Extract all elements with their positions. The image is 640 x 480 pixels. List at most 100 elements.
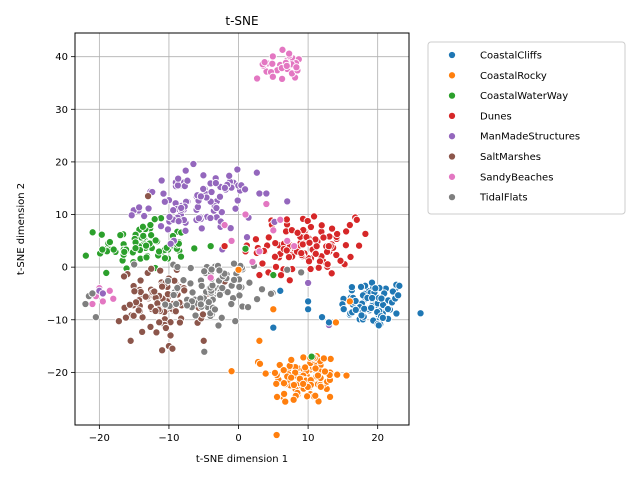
point-ManMadeStructures: [233, 165, 242, 174]
legend-label-CoastalCliffs: CoastalCliffs: [480, 51, 542, 62]
point-CoastalWaterWay: [142, 241, 151, 250]
point-SaltMarshes: [150, 287, 159, 296]
point-CoastalWaterWay: [120, 247, 129, 256]
point-ManMadeStructures: [166, 239, 175, 248]
x-axis-label: t-SNE dimension 1: [196, 454, 288, 465]
point-Dunes: [317, 221, 326, 230]
y-tick-label: 10: [55, 210, 68, 221]
point-SaltMarshes: [144, 192, 153, 201]
point-ManMadeStructures: [163, 225, 172, 234]
point-CoastalRocky: [331, 318, 340, 327]
point-ManMadeStructures: [233, 196, 242, 205]
point-ManMadeStructures: [262, 189, 271, 198]
point-Dunes: [314, 263, 323, 272]
point-ManMadeStructures: [207, 187, 216, 197]
point-TidalFlats: [243, 303, 253, 312]
point-SandyBeaches: [253, 74, 262, 83]
chart-title: t-SNE: [225, 14, 258, 28]
point-TidalFlats: [204, 298, 213, 307]
point-TidalFlats: [172, 299, 181, 308]
point-TidalFlats: [191, 311, 200, 320]
point-SandyBeaches: [268, 59, 277, 68]
point-CoastalRocky: [281, 397, 290, 406]
y-tick-label: 40: [55, 52, 68, 63]
point-TidalFlats: [130, 260, 139, 269]
point-SandyBeaches: [292, 63, 301, 72]
point-CoastalCliffs: [339, 305, 348, 314]
legend-marker-ManMadeStructures: [447, 132, 457, 141]
point-CoastalRocky: [289, 380, 298, 390]
point-SaltMarshes: [171, 307, 180, 316]
point-TidalFlats: [208, 281, 217, 290]
point-CoastalCliffs: [378, 313, 387, 322]
point-TidalFlats: [229, 275, 239, 284]
point-SaltMarshes: [138, 327, 147, 336]
point-SaltMarshes: [141, 292, 150, 301]
x-tick-label: 10: [302, 433, 315, 444]
legend-box: [427, 41, 626, 215]
point-Dunes: [293, 228, 302, 237]
point-SandyBeaches: [269, 226, 278, 235]
point-ManMadeStructures: [211, 179, 220, 188]
point-TidalFlats: [200, 267, 209, 276]
x-axis-ticks: −20 −10 0 10 20: [89, 425, 384, 444]
point-CoastalRocky: [311, 391, 320, 400]
point-CoastalCliffs: [276, 286, 285, 295]
point-CoastalWaterWay: [206, 242, 215, 251]
point-ManMadeStructures: [174, 217, 183, 226]
x-tick-label: −20: [89, 433, 110, 444]
point-ManMadeStructures: [194, 214, 203, 223]
point-ManMadeStructures: [98, 289, 107, 298]
point-CoastalCliffs: [394, 291, 403, 300]
point-SandyBeaches: [282, 61, 291, 70]
point-CoastalRocky: [279, 379, 289, 388]
point-Dunes: [255, 270, 264, 280]
point-TidalFlats: [297, 268, 306, 277]
point-ManMadeStructures: [140, 211, 149, 221]
point-SaltMarshes: [180, 286, 189, 295]
point-ManMadeStructures: [206, 213, 215, 223]
point-Dunes: [310, 212, 319, 221]
point-TidalFlats: [207, 265, 216, 274]
point-SaltMarshes: [158, 282, 167, 291]
point-Dunes: [352, 215, 361, 224]
point-CoastalRocky: [303, 392, 312, 401]
point-CoastalRocky: [345, 297, 354, 306]
y-tick-label: 20: [55, 157, 68, 168]
y-axis-label: t-SNE dimension 2: [16, 183, 27, 275]
point-SaltMarshes: [168, 344, 177, 353]
point-Dunes: [285, 276, 294, 285]
point-CoastalRocky: [326, 354, 335, 364]
point-SandyBeaches: [98, 297, 107, 306]
x-tick-label: 0: [235, 433, 241, 444]
point-CoastalRocky: [313, 371, 322, 380]
point-Dunes: [271, 262, 281, 271]
point-TidalFlats: [197, 281, 206, 290]
point-Dunes: [355, 241, 364, 250]
point-SandyBeaches: [278, 45, 287, 54]
point-ManMadeStructures: [231, 204, 240, 213]
point-ManMadeStructures: [156, 222, 166, 231]
point-CoastalWaterWay: [146, 220, 155, 230]
point-CoastalCliffs: [371, 284, 380, 293]
point-SaltMarshes: [136, 276, 145, 285]
point-CoastalRocky: [255, 359, 265, 368]
point-CoastalWaterWay: [142, 253, 151, 262]
point-TidalFlats: [215, 266, 224, 275]
y-tick-label: −20: [47, 368, 68, 379]
legend-label-SandyBeaches: SandyBeaches: [480, 172, 553, 183]
point-SaltMarshes: [156, 266, 165, 275]
scatter-points: [81, 45, 425, 440]
point-SandyBeaches: [248, 257, 257, 266]
point-CoastalCliffs: [304, 297, 313, 306]
point-Dunes: [298, 240, 307, 249]
point-CoastalRocky: [255, 336, 264, 345]
point-TidalFlats: [196, 300, 205, 309]
point-CoastalCliffs: [324, 318, 334, 327]
point-CoastalRocky: [272, 379, 281, 388]
point-Dunes: [264, 233, 273, 242]
point-Dunes: [305, 238, 314, 247]
point-SandyBeaches: [220, 221, 229, 230]
point-SaltMarshes: [175, 318, 184, 327]
point-Dunes: [282, 215, 291, 224]
